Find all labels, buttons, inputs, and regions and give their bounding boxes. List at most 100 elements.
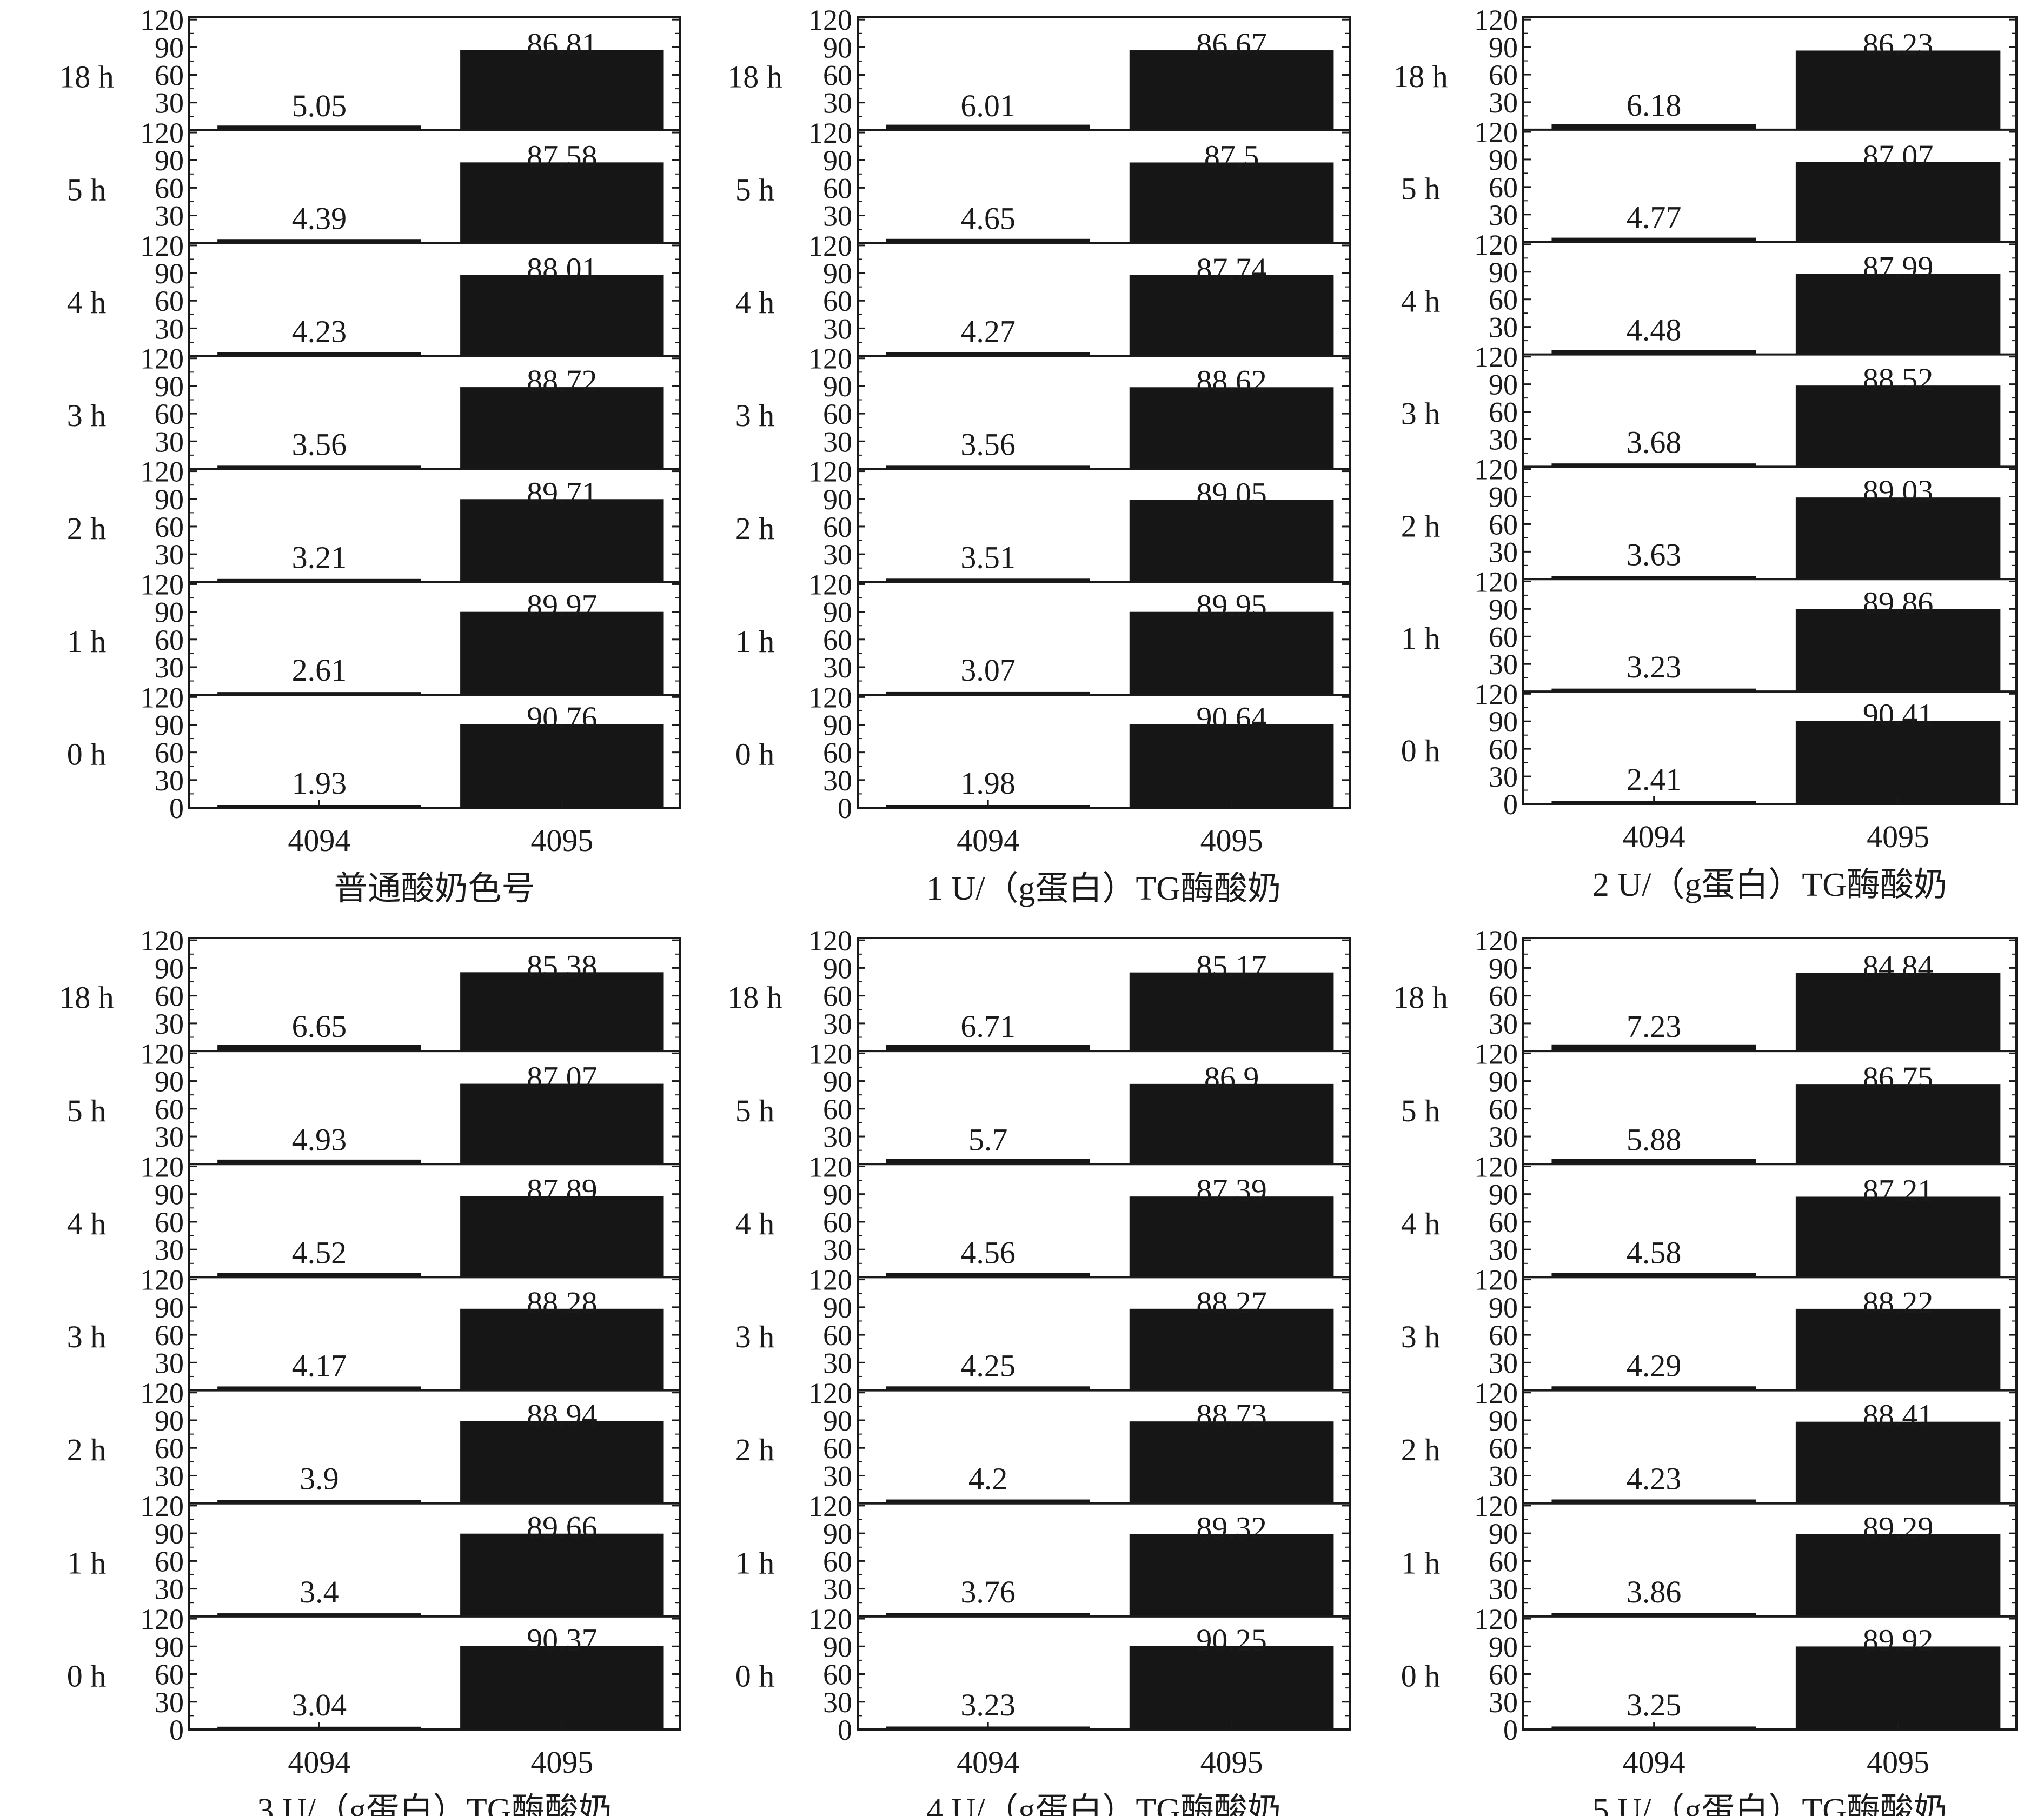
bar-4094 [1551,576,1756,580]
data-label: 85.38 [527,948,598,983]
data-label: 88.62 [1196,363,1267,398]
y-tick-label: 30 [823,200,852,232]
row-label: 4 h [735,1206,775,1241]
row-label: 18 h [727,59,782,94]
x-tick-label: 4094 [1623,1745,1685,1780]
row-label: 18 h [59,980,114,1015]
bar-4094 [1551,124,1756,130]
y-tick-label: 90 [823,144,852,177]
x-tick-label: 4095 [1867,819,1929,854]
y-tick-label: 90 [1489,1631,1518,1663]
y-tick-label: 90 [823,1292,852,1324]
y-tick-label: 120 [140,568,184,601]
y-tick-label: 120 [1474,1264,1518,1296]
y-tick-label: 120 [140,1603,184,1635]
data-label: 4.17 [292,1348,347,1383]
y-tick-label: 120 [808,568,852,601]
row-label: 0 h [735,1659,775,1694]
bar-4095 [1129,724,1334,808]
row-label: 18 h [1393,980,1448,1015]
y-tick-label: 120 [1474,924,1518,957]
y-tick-label: 120 [808,924,852,957]
x-tick-label: 4095 [1200,1745,1263,1780]
y-tick-label: 60 [823,624,852,656]
y-tick-label: 120 [808,343,852,375]
y-tick-label: 60 [823,1319,852,1352]
bar-4095 [460,1308,664,1391]
data-label: 7.23 [1627,1009,1682,1044]
x-tick-label: 4095 [1200,823,1263,858]
y-tick-label: 30 [823,1347,852,1379]
y-tick-label: 30 [823,1573,852,1606]
data-label: 4.77 [1627,200,1682,235]
bar-4094 [217,465,421,469]
y-tick-label: 90 [155,1405,184,1437]
row-label: 5 h [735,1093,775,1128]
y-tick-label: 30 [155,1347,184,1379]
data-label: 86.23 [1863,26,1934,62]
row-label: 2 h [1401,1432,1441,1467]
y-tick-label: 120 [1474,566,1518,598]
bar-4095 [1129,611,1334,695]
bar-4094 [886,1159,1090,1165]
data-label: 1.98 [960,766,1016,801]
data-label: 87.74 [1196,251,1267,287]
data-label: 6.71 [960,1009,1016,1044]
y-tick-label: 60 [823,398,852,430]
y-tick-label: 90 [1489,256,1518,289]
bar-4095 [1129,972,1334,1052]
y-tick-label: 90 [155,257,184,290]
y-tick-label: 30 [155,1008,184,1040]
y-tick-label: 120 [808,1490,852,1522]
panel-frame [188,937,681,1731]
y-tick-label: 120 [1474,1603,1518,1635]
y-tick-label: 30 [1489,761,1518,793]
bar-4094 [886,465,1090,469]
y-tick-label: 120 [1474,1490,1518,1522]
bar-4095 [1795,385,2001,467]
bar-4095 [460,387,664,469]
data-label: 6.01 [960,88,1016,123]
data-label: 3.23 [960,1687,1016,1722]
data-label: 90.64 [1196,700,1267,735]
y-tick-label: 30 [1489,536,1518,568]
y-tick-label: 60 [155,172,184,204]
y-tick-label: 120 [1474,229,1518,261]
data-label: 87.07 [527,1060,598,1095]
row-label: 5 h [67,1093,107,1128]
x-tick-label: 4095 [530,1745,593,1780]
data-label: 3.51 [960,540,1016,575]
y-tick-label: 120 [1474,341,1518,374]
data-label: 5.7 [968,1122,1008,1157]
data-label: 89.97 [527,588,598,623]
data-label: 3.76 [960,1574,1016,1609]
data-label: 87.99 [1863,250,1934,285]
y-tick-label: 60 [823,980,852,1013]
panel-frame [188,16,681,809]
x-tick-label: 4094 [957,1745,1019,1780]
bar-4095 [1795,50,2001,130]
data-label: 4.48 [1627,312,1682,348]
y-tick-label: 60 [1489,284,1518,316]
data-label: 3.04 [292,1687,347,1722]
row-label: 18 h [1393,59,1448,94]
y-tick-label: 60 [823,59,852,92]
y-tick-label: 90 [1489,481,1518,514]
y-tick-label: 0 [1503,1714,1518,1746]
y-tick-label: 30 [155,1460,184,1492]
y-tick-label: 90 [1489,1066,1518,1098]
bar-4095 [460,1196,664,1278]
data-label: 4.23 [1627,1461,1682,1496]
row-label: 18 h [727,980,782,1015]
bar-4095 [1795,1084,2001,1165]
bar-4095 [1795,609,2001,692]
bar-4095 [1129,162,1334,243]
bar-4095 [1795,497,2001,580]
y-tick-label: 90 [155,709,184,741]
bar-4095 [1129,1421,1334,1504]
row-label: 3 h [1401,1319,1441,1354]
y-tick-label: 120 [1474,116,1518,149]
